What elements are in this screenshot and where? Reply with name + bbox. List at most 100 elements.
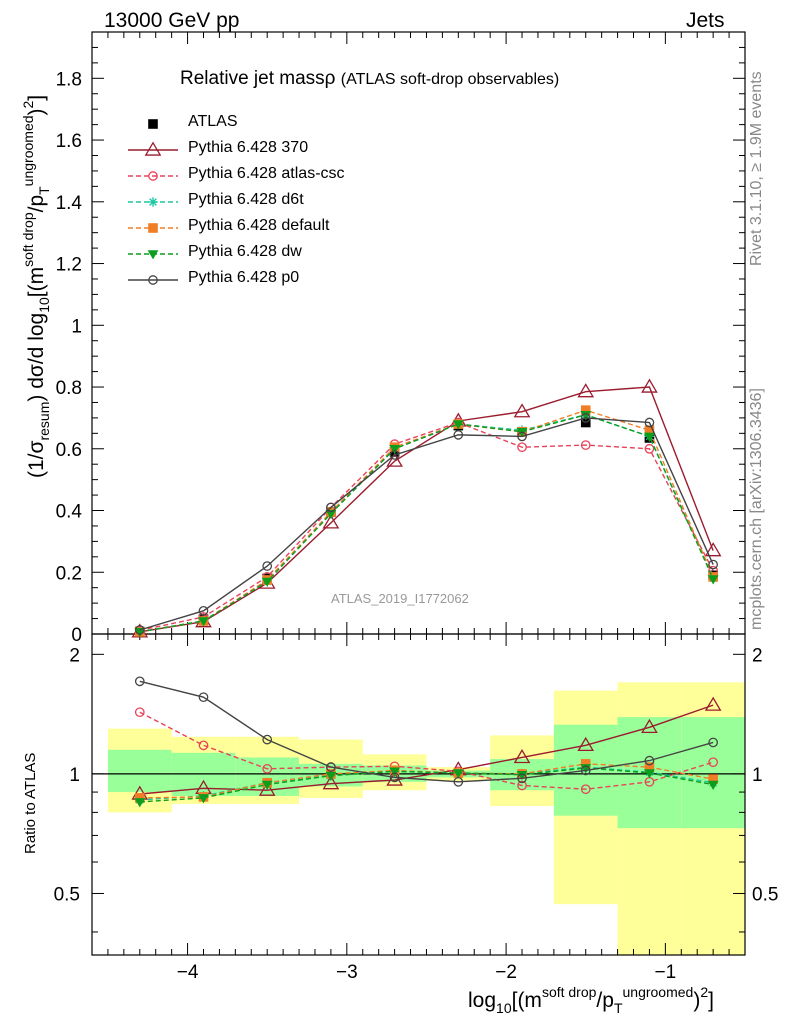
ratio-data-point [580, 759, 591, 769]
x-tick-label: −1 [655, 962, 677, 983]
ratio-data-point [325, 771, 337, 782]
ratio-data-point [389, 772, 400, 783]
legend-entry: Pythia 6.428 dw [188, 243, 302, 260]
ratio-y-tick-label: 2 [69, 645, 80, 666]
header-process-label: Jets [686, 9, 725, 32]
ratio-data-point [708, 757, 718, 768]
main-y-tick-label: 1.4 [56, 193, 83, 214]
ratio-data-point [517, 773, 527, 784]
main-y-tick-label: 0 [71, 625, 82, 646]
legend-entry: Pythia 6.428 p0 [188, 269, 300, 286]
ratio-data-point [258, 781, 276, 796]
legend-marker [148, 171, 158, 181]
ratio-data-point [580, 765, 591, 776]
main-data-point [453, 430, 464, 440]
main-data-point [580, 413, 591, 423]
main-data-point [704, 542, 722, 557]
ratio-data-point [261, 780, 273, 790]
ratio-data-point [134, 798, 146, 808]
main-y-axis-label: (1/σresum) dσ/d log10[(msoft drop/pTungr… [20, 94, 52, 478]
ratio-data-point [389, 767, 401, 777]
main-data-point [326, 502, 336, 513]
main-series-line [139, 421, 714, 631]
legend-marker [148, 197, 158, 207]
x-tick-label: −4 [177, 962, 199, 983]
main-series-line [139, 386, 714, 633]
legend-entry: Pythia 6.428 default [188, 217, 330, 234]
main-data-point [262, 561, 273, 571]
ratio-data-point [134, 793, 145, 803]
legend-marker [147, 250, 159, 260]
main-data-point [386, 452, 403, 467]
ratio-data-point [707, 780, 719, 790]
main-data-point [325, 509, 337, 519]
ratio-y-tick-label: 1 [69, 765, 80, 786]
legend-entry: Pythia 6.428 370 [188, 139, 309, 156]
ratio-y-tick-label-right: 0.5 [752, 884, 778, 905]
ratio-y-tick-label: 0.5 [54, 884, 80, 905]
main-data-point [198, 605, 209, 616]
main-data-point [707, 575, 719, 585]
x-axis-label: log10[(msoft drop/pTungroomed)2] [468, 984, 714, 1016]
ratio-stat-uncertainty-band [107, 749, 172, 793]
chart-title-main: Relative jet massρ [180, 68, 336, 89]
ratio-data-point [322, 775, 340, 790]
main-data-point [261, 577, 273, 587]
main-data-point [452, 420, 464, 430]
ratio-y-tick-label-right: 1 [752, 765, 763, 786]
ratio-series-pythia-6-428-p0 [134, 676, 718, 787]
ratio-series-line [139, 711, 714, 790]
main-data-point [644, 432, 655, 442]
ratio-y-tick-label-right: 2 [752, 645, 763, 666]
ratio-data-point [326, 762, 336, 772]
main-data-point [198, 617, 209, 627]
ratio-data-point [708, 774, 718, 784]
main-data-point [577, 383, 595, 398]
ratio-data-point [198, 794, 209, 804]
main-y-tick-label: 1.6 [56, 131, 82, 152]
main-data-point [322, 514, 340, 529]
main-data-point [580, 440, 591, 450]
side-label-mcplots: mcplots.cern.ch [arXiv:1306.3436] [748, 388, 765, 630]
main-data-point [134, 625, 145, 635]
ratio-data-point [198, 692, 209, 703]
main-y-tick-label: 1 [71, 316, 82, 337]
header-beam-label: 13000 GeV pp [104, 9, 240, 32]
main-series-line [139, 414, 714, 633]
ratio-data-point [516, 770, 528, 781]
main-y-tick-label: 0.2 [56, 563, 82, 584]
ratio-data-point [453, 776, 464, 787]
analysis-tag: ATLAS_2019_I1772062 [331, 591, 469, 606]
chart-title: Relative jet massρ (ATLAS soft-drop obse… [180, 68, 559, 90]
ratio-data-point [641, 718, 658, 734]
legend-marker [148, 119, 158, 129]
ratio-data-point [577, 736, 595, 752]
ratio-data-point [644, 762, 655, 772]
main-data-point [644, 425, 655, 436]
main-data-point [389, 450, 400, 460]
ratio-data-point [134, 707, 145, 718]
ratio-data-point [513, 748, 531, 764]
main-data-point [644, 443, 655, 454]
legend-marker [148, 275, 158, 285]
main-data-point [134, 628, 146, 638]
main-data-point [580, 405, 591, 415]
ratio-data-point [452, 769, 464, 779]
legend-marker [144, 141, 162, 156]
star-stroke [149, 198, 157, 206]
main-y-tick-label: 0.6 [56, 440, 82, 461]
ratio-data-point [644, 755, 655, 766]
ratio-data-point [644, 769, 655, 779]
main-y-tick-label: 1.2 [56, 255, 82, 276]
main-y-tick-label: 0.4 [56, 502, 83, 523]
main-data-point [513, 403, 531, 418]
ratio-data-point [198, 740, 209, 751]
x-tick-label: −2 [495, 962, 517, 983]
ratio-data-point [262, 734, 273, 745]
main-y-tick-label: 0.8 [56, 378, 82, 399]
ratio-stat-uncertainty-band [681, 717, 745, 829]
main-data-point [641, 378, 658, 393]
main-data-point [517, 431, 527, 442]
legend-symbols [128, 119, 178, 285]
